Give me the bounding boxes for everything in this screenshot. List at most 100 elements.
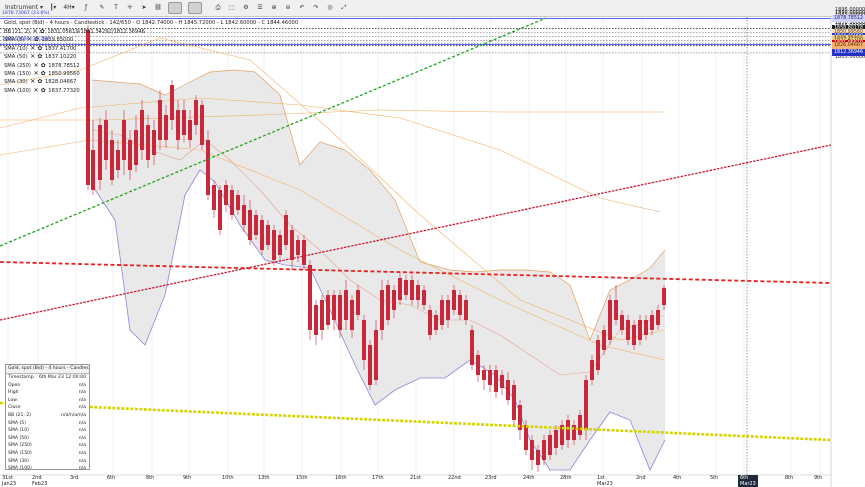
date-tick-month: Mar23 — [597, 481, 613, 487]
grid-layout-icon[interactable] — [188, 2, 202, 14]
save-icon[interactable]: ⬚ — [229, 4, 235, 11]
candle-body — [494, 370, 498, 392]
candle-body — [434, 315, 438, 330]
zoom-in-icon[interactable]: ⊕ — [271, 4, 277, 11]
remove-indicator-icon[interactable]: ✕ — [33, 61, 39, 69]
print-icon[interactable]: ⎙ — [215, 4, 221, 11]
text-icon[interactable]: T — [114, 4, 118, 11]
candle-body — [98, 125, 102, 180]
candle-body — [614, 300, 618, 320]
candle-body — [248, 210, 252, 240]
candle — [608, 295, 612, 345]
info-box-key: SMA (30) — [8, 458, 29, 464]
candle-type-icon[interactable]: ┃▾ — [49, 4, 57, 11]
candle — [212, 180, 216, 218]
cursor-icon[interactable]: ➤ — [141, 4, 147, 11]
remove-indicator-icon[interactable]: ✕ — [33, 70, 39, 77]
remove-indicator-icon[interactable]: ✕ — [30, 53, 36, 61]
list-icon[interactable]: ☰ — [257, 4, 263, 11]
date-tick-day: 6th — [107, 475, 116, 481]
indicator-legend-item[interactable]: SMA (150) ✕ ✿ 1850.99560 — [4, 70, 80, 78]
edit-indicator-icon[interactable]: ✿ — [34, 36, 40, 44]
edit-indicator-icon[interactable]: ✿ — [40, 70, 46, 77]
candle-body — [386, 285, 390, 320]
remove-indicator-icon[interactable]: ✕ — [32, 28, 38, 35]
edit-indicator-icon[interactable]: ✿ — [39, 28, 45, 35]
candle-body — [446, 300, 450, 320]
indicators-icon[interactable]: ƒ — [84, 4, 88, 11]
remove-indicator-icon[interactable]: ✕ — [33, 86, 39, 94]
edit-indicator-icon[interactable]: ✿ — [40, 61, 46, 69]
link-icon[interactable]: ⛓ — [154, 4, 162, 11]
remove-indicator-icon[interactable]: ✕ — [30, 78, 36, 86]
chart-title: Gold, spot (Bid) - 4 hours - Candlestick… — [4, 20, 299, 26]
indicator-legend-item[interactable]: SMA (50) ✕ ✿ 1837.10220 — [4, 53, 76, 61]
indicator-legend-item[interactable]: SMA (30) ✕ ✿ 1828.04667 — [4, 78, 76, 86]
edit-indicator-icon[interactable]: ✿ — [37, 53, 43, 61]
redo-icon[interactable]: ↷ — [313, 4, 319, 11]
candle — [332, 290, 336, 330]
info-box-value: n/a — [78, 382, 86, 388]
date-tick-day: 2nd — [636, 475, 646, 481]
candle — [482, 365, 486, 390]
date-tick: 4th — [673, 475, 681, 481]
timeframe-label: 4H — [63, 4, 72, 11]
candle-body — [518, 405, 522, 430]
date-tick: 24th — [523, 475, 535, 481]
candle — [188, 110, 192, 148]
chart-canvas[interactable] — [0, 17, 865, 487]
candle-body — [350, 300, 354, 330]
indicator-legend-item[interactable]: SMA (10) ✕ ✿ 1837.41700 — [4, 45, 76, 53]
indicator-legend-item[interactable]: SMA (250) ✕ ✿ 1878.78512 — [4, 62, 80, 70]
candle-body — [242, 205, 246, 225]
single-layout-icon[interactable] — [168, 2, 182, 14]
date-tick-day: 13th — [258, 475, 270, 481]
candle — [500, 370, 504, 395]
indicator-legend-item[interactable]: SMA (5) ✕ ✿ 1839.85000 — [4, 36, 73, 44]
draw-icon[interactable]: ✎ — [99, 4, 105, 11]
info-box-row: SMA (30) n/a — [6, 458, 89, 466]
candle-body — [608, 300, 612, 340]
indicator-value: 1837.10220 — [45, 54, 77, 61]
candle — [416, 280, 420, 308]
candle-body — [530, 440, 534, 460]
price-tick: 1890.00000 — [835, 9, 865, 16]
info-box-key: Low — [8, 397, 18, 403]
crosshair-icon[interactable]: ✛ — [127, 4, 133, 11]
info-box-value: 6th Mar 23 12:00:00 — [38, 375, 86, 380]
info-box-value: n/a — [78, 428, 86, 434]
indicator-legend-item[interactable]: SMA (100) ✕ ✿ 1837.77320 — [4, 87, 80, 95]
remove-indicator-icon[interactable]: ✕ — [26, 36, 33, 44]
info-box-value: n/a — [78, 397, 86, 403]
candle-body — [134, 130, 138, 165]
candle — [350, 295, 354, 338]
info-box-value: n/a — [78, 466, 86, 472]
maximize-icon[interactable]: ⤢ — [341, 4, 347, 11]
candle — [140, 100, 144, 160]
timeframe-button[interactable]: 4H▾ — [63, 4, 75, 11]
undo-icon[interactable]: ↶ — [299, 4, 305, 11]
candle-body — [584, 380, 588, 430]
date-tick-day: 8th — [785, 475, 794, 481]
candle — [578, 410, 582, 440]
snapshot-icon[interactable]: ◎ — [327, 4, 333, 11]
gear-icon[interactable]: ⚙ — [243, 4, 249, 11]
candle-body — [344, 290, 348, 320]
instrument-button[interactable]: Instrument ▾ — [5, 4, 43, 11]
candle — [116, 140, 120, 178]
date-tick: 8th — [146, 475, 154, 481]
info-box-value: n/a — [78, 443, 86, 449]
candle — [518, 400, 522, 440]
date-tick-day: 21st — [410, 475, 421, 481]
info-box-key: BB (21, 2) — [8, 412, 32, 418]
indicator-legend-item[interactable]: BB (21, 2) ✕ ✿ 1831.05619/1851.34292/1812… — [4, 28, 145, 36]
remove-indicator-icon[interactable]: ✕ — [30, 44, 36, 52]
candle-body — [122, 120, 126, 160]
edit-indicator-icon[interactable]: ✿ — [40, 86, 46, 94]
candle-body — [254, 215, 258, 235]
edit-indicator-icon[interactable]: ✿ — [37, 78, 43, 86]
candle — [626, 315, 630, 345]
zoom-out-icon[interactable]: ⊖ — [285, 4, 291, 11]
candle-body — [290, 230, 294, 260]
edit-indicator-icon[interactable]: ✿ — [37, 44, 43, 52]
